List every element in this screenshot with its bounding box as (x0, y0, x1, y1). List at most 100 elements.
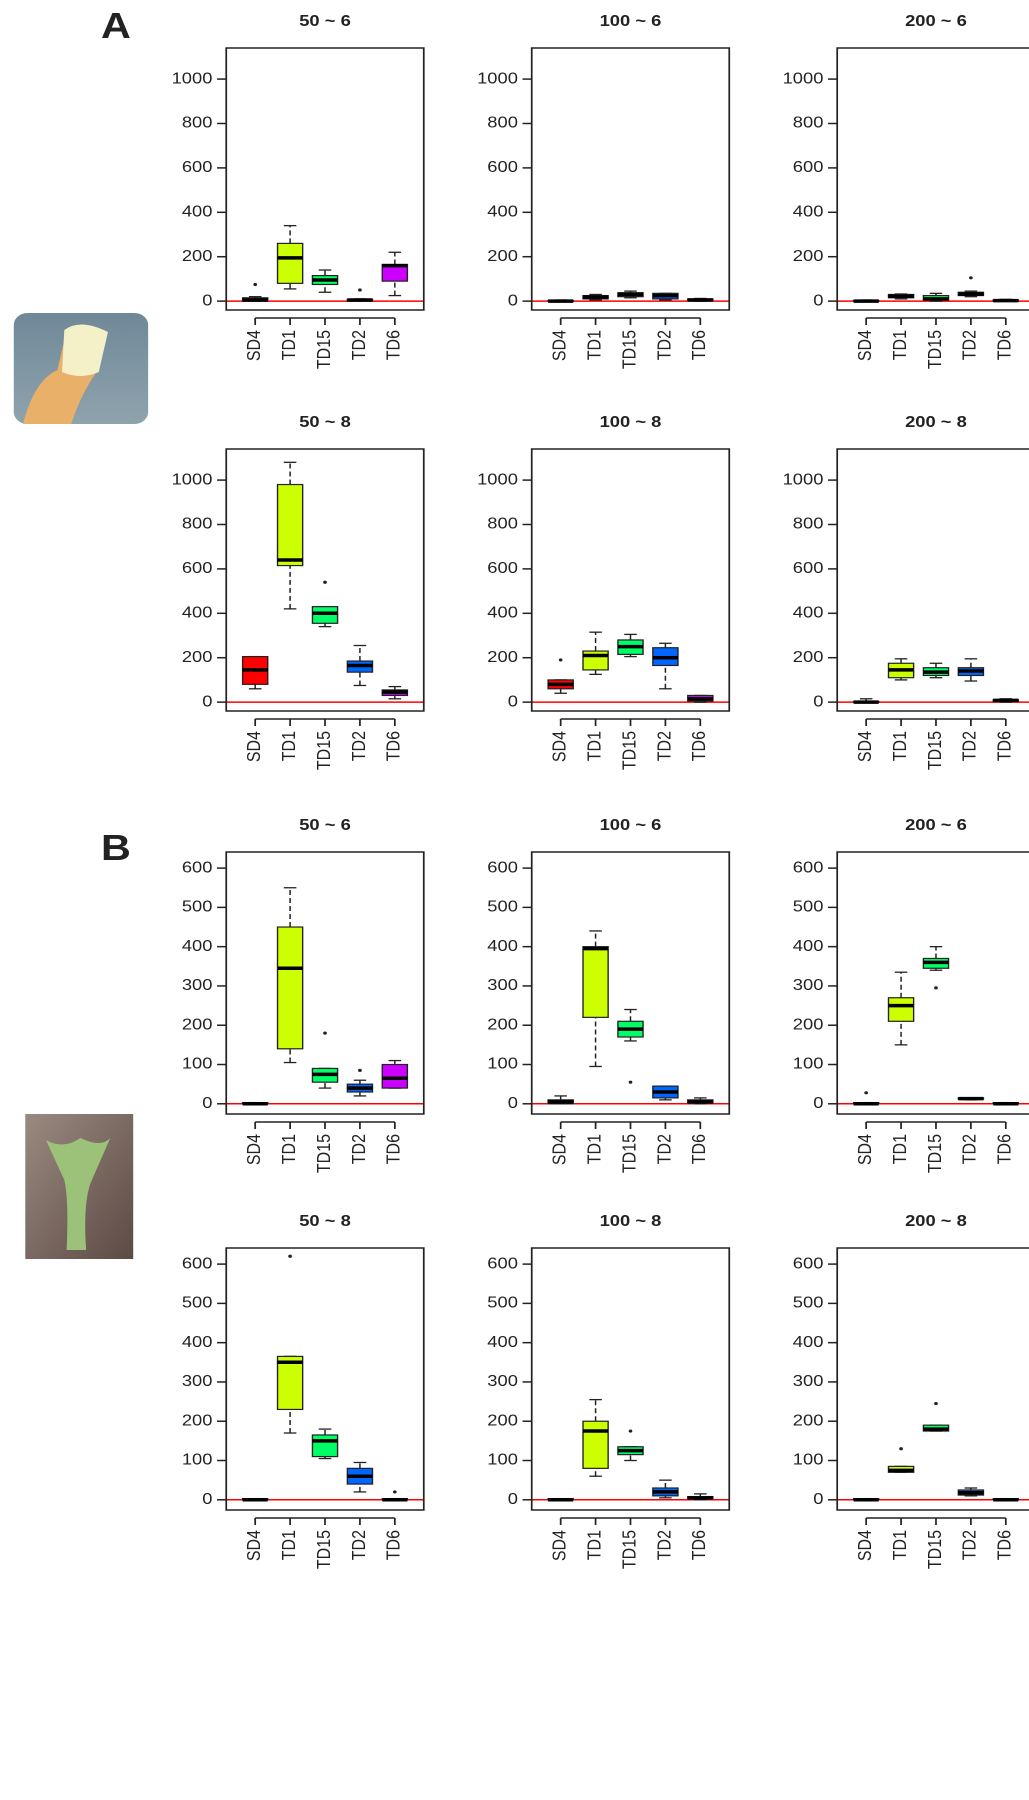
chart-title: 50 ~ 8 (299, 412, 351, 431)
y-tick-label: 400 (182, 603, 213, 622)
y-tick-label: 500 (487, 897, 518, 916)
box-plot: 200 ~ 8 0 100 200 300 400 500 600 SD4 TD1 TD15 TD2 T… (793, 1211, 1029, 1569)
y-tick-label: 200 (793, 246, 824, 265)
x-tick-label: TD2 (959, 1530, 980, 1560)
plot-frame (836, 851, 1029, 1115)
y-tick-label: 300 (487, 975, 518, 994)
y-tick-label: 500 (487, 1293, 518, 1312)
y-tick-label: 0 (508, 691, 518, 710)
x-tick-label: TD15 (618, 1134, 639, 1173)
y-tick-label: 200 (182, 246, 213, 265)
outlier (969, 276, 973, 280)
y-tick-label: 400 (487, 936, 518, 955)
y-tick-label: 200 (487, 1411, 518, 1430)
outlier (628, 1080, 633, 1084)
x-tick-label: SD4 (548, 1530, 569, 1562)
plot-frame (530, 448, 731, 712)
outlier (864, 1091, 868, 1095)
box-plot: 100 ~ 6 0 100 200 300 400 500 600 SD4 TD1 TD15 TD2 T… (487, 815, 731, 1173)
y-tick-label: 200 (182, 1015, 213, 1034)
x-tick-label: TD2 (653, 1530, 674, 1560)
x-tick-label: SD4 (854, 330, 875, 362)
y-tick-label: 0 (202, 290, 212, 309)
y-tick-label: 600 (487, 558, 518, 577)
outlier (358, 1068, 362, 1072)
y-tick-label: 1000 (477, 469, 518, 488)
y-tick-label: 500 (793, 897, 824, 916)
box-plot: 200 ~ 6 0 100 200 300 400 500 600 SD4 TD1 TD15 TD2 T… (793, 815, 1029, 1173)
chart-title: 200 ~ 8 (905, 1211, 967, 1230)
y-tick-label: 800 (487, 514, 518, 533)
y-tick-label: 100 (487, 1054, 518, 1073)
y-tick-label: 0 (508, 1489, 518, 1508)
y-tick-label: 400 (793, 936, 824, 955)
y-tick-label: 100 (793, 1450, 824, 1469)
y-tick-label: 600 (793, 157, 824, 176)
photo-flower-a (13, 313, 149, 424)
y-tick-label: 800 (793, 113, 824, 132)
y-tick-label: 0 (508, 290, 518, 309)
x-tick-label: TD15 (618, 330, 639, 369)
x-tick-label: TD2 (959, 1134, 980, 1164)
x-tick-label: TD2 (959, 330, 980, 360)
outlier (934, 986, 938, 990)
y-tick-label: 500 (182, 897, 213, 916)
photo-flower-b (25, 1114, 134, 1259)
x-tick-label: TD1 (583, 330, 604, 360)
chart-title: 200 ~ 8 (905, 412, 967, 431)
x-tick-label: SD4 (854, 731, 875, 763)
outlier (358, 288, 362, 292)
y-tick-label: 600 (487, 1253, 518, 1272)
y-tick-label: 600 (793, 857, 824, 876)
x-tick-label: TD1 (889, 731, 910, 761)
x-tick-label: TD15 (924, 731, 945, 770)
outlier (392, 1490, 397, 1494)
x-tick-label: TD2 (348, 1134, 369, 1164)
y-tick-label: 0 (813, 1093, 823, 1112)
outlier (323, 580, 327, 584)
y-tick-label: 300 (793, 1371, 824, 1390)
y-tick-label: 1000 (477, 68, 518, 87)
y-tick-label: 600 (182, 157, 213, 176)
x-tick-label: SD4 (854, 1530, 875, 1562)
x-tick-label: TD15 (313, 330, 334, 369)
x-tick-label: TD1 (278, 330, 299, 360)
y-tick-label: 200 (487, 1015, 518, 1034)
x-tick-label: TD6 (994, 330, 1015, 360)
y-tick-label: 1000 (783, 469, 824, 488)
x-tick-label: TD6 (688, 1530, 709, 1560)
y-tick-label: 200 (793, 647, 824, 666)
plot-frame (530, 1247, 731, 1511)
x-tick-label: TD1 (889, 1134, 910, 1164)
plot-frame (530, 851, 731, 1115)
chart-title: 100 ~ 6 (600, 11, 662, 30)
y-tick-label: 200 (182, 647, 213, 666)
y-tick-label: 1000 (172, 469, 213, 488)
outlier (899, 1447, 903, 1451)
y-tick-label: 0 (202, 691, 212, 710)
y-tick-label: 100 (182, 1450, 213, 1469)
box-plot: 50 ~ 8 0 100 200 300 400 500 600 SD4 TD1 TD15 TD2 TD… (182, 1211, 425, 1569)
box (582, 1420, 609, 1469)
y-tick-label: 300 (182, 975, 213, 994)
box-plot: 50 ~ 6 0 100 200 300 400 500 600 SD4 TD1 TD15 TD2 TD… (182, 815, 425, 1173)
y-tick-label: 1000 (783, 68, 824, 87)
x-tick-label: TD2 (959, 731, 980, 761)
x-tick-label: TD6 (688, 330, 709, 360)
y-tick-label: 100 (487, 1450, 518, 1469)
x-tick-label: TD6 (383, 731, 404, 761)
box (276, 483, 304, 567)
y-tick-label: 300 (487, 1371, 518, 1390)
y-tick-label: 400 (182, 202, 213, 221)
box (887, 997, 915, 1022)
x-tick-label: TD15 (924, 1530, 945, 1569)
box-plot: 100 ~ 8 0 200 400 600 800 1000 SD4 TD1 TD15 TD2 TD6 (477, 412, 731, 770)
y-tick-label: 0 (202, 1093, 212, 1112)
plot-frame (836, 1247, 1029, 1511)
y-tick-label: 600 (793, 558, 824, 577)
x-tick-label: TD6 (688, 1134, 709, 1164)
y-tick-label: 0 (813, 1489, 823, 1508)
x-tick-label: TD15 (313, 731, 334, 770)
x-tick-label: TD1 (278, 1134, 299, 1164)
